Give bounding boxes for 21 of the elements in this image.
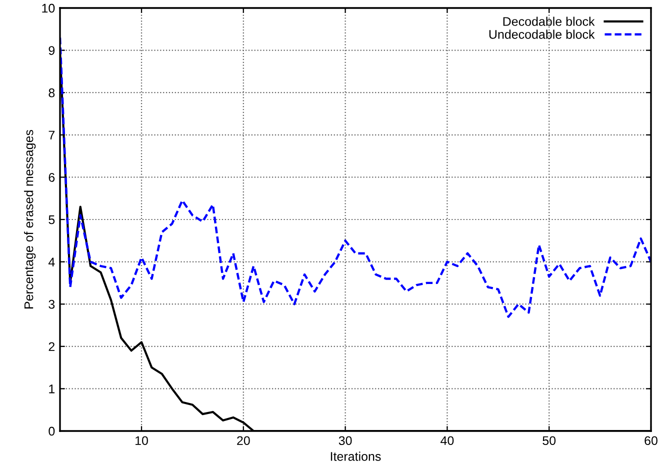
y-tick-label: 1	[49, 384, 55, 394]
x-axis-title: Iterations	[330, 452, 381, 461]
y-tick-label: 10	[42, 4, 55, 13]
y-tick-label: 9	[48, 46, 55, 55]
y-tick-label: 7	[48, 130, 55, 140]
x-tick-label: 30	[338, 436, 352, 446]
x-tick-label: 10	[136, 436, 148, 446]
legend-label: Undecodable block	[489, 30, 595, 39]
y-tick-label: 4	[48, 258, 55, 266]
y-tick-label: 2	[48, 342, 55, 351]
y-tick-label: 5	[48, 215, 55, 224]
legend-label: Decodable block	[503, 16, 595, 26]
y-tick-label: 8	[48, 88, 55, 98]
x-tick-label: 20	[237, 436, 250, 446]
y-axis-title: Percentage of erased messages	[24, 130, 36, 308]
y-tick-label: 3	[48, 300, 55, 309]
x-tick-label: 40	[440, 436, 454, 446]
y-tick-label: 0	[48, 426, 55, 436]
y-tick-label: 6	[48, 173, 55, 182]
x-tick-label: 60	[644, 436, 658, 446]
x-tick-label: 50	[542, 436, 556, 446]
